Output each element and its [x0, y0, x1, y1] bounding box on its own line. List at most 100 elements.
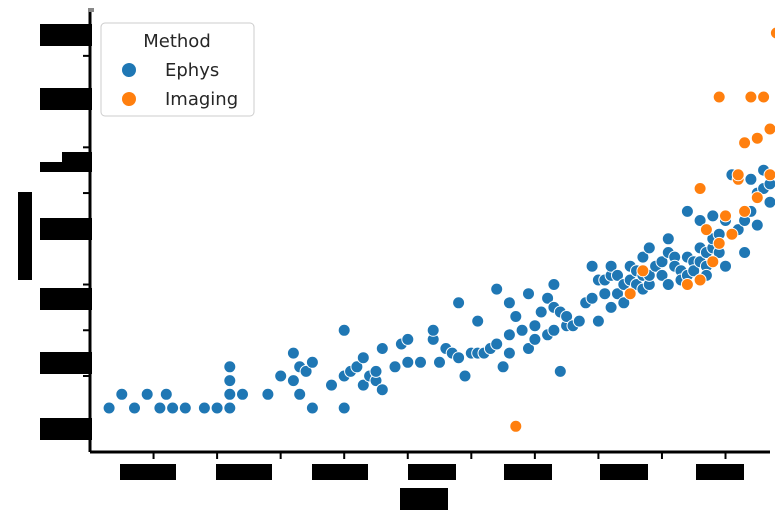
- point-ephys-49: [458, 369, 472, 383]
- point-ephys-24: [325, 378, 338, 392]
- point-ephys-6: [166, 401, 180, 415]
- point-ephys-130: [719, 259, 732, 273]
- point-ephys-135: [738, 246, 752, 259]
- legend-box: [100, 22, 255, 117]
- point-ephys-99: [636, 250, 650, 264]
- point-ephys-25: [337, 401, 351, 415]
- point-ephys-74: [553, 364, 567, 378]
- point-ephys-78: [572, 314, 586, 328]
- point-imaging-20: [763, 168, 775, 182]
- point-ephys-72: [547, 278, 561, 291]
- point-ephys-57: [496, 360, 510, 374]
- point-ephys-107: [661, 232, 675, 246]
- point-ephys-9: [210, 401, 224, 415]
- point-ephys-55: [490, 337, 504, 351]
- point-ephys-43: [426, 323, 440, 337]
- point-ephys-70: [547, 323, 561, 337]
- point-ephys-59: [502, 328, 516, 342]
- point-imaging-10: [719, 209, 732, 223]
- point-ephys-62: [515, 323, 529, 337]
- point-imaging-21: [763, 122, 775, 136]
- point-ephys-17: [286, 374, 300, 388]
- point-ephys-90: [611, 268, 624, 282]
- point-ephys-15: [261, 387, 275, 401]
- point-ephys-30: [356, 378, 370, 392]
- point-ephys-120: [693, 214, 707, 227]
- point-ephys-104: [655, 268, 669, 282]
- y-axis-label-redaction: [18, 192, 32, 280]
- legend-marker-ephys: [122, 63, 136, 77]
- point-ephys-67: [534, 305, 548, 319]
- point-ephys-89: [611, 287, 624, 301]
- y-ticks: [83, 54, 90, 423]
- point-ephys-7: [178, 401, 192, 415]
- point-imaging-16: [744, 90, 758, 104]
- point-ephys-100: [642, 241, 656, 255]
- point-ephys-76: [560, 310, 574, 323]
- point-imaging-6: [699, 223, 713, 237]
- point-ephys-63: [522, 287, 535, 301]
- point-imaging-4: [693, 273, 707, 287]
- point-ephys-19: [293, 387, 307, 401]
- point-ephys-14: [236, 387, 249, 401]
- point-ephys-64: [522, 342, 535, 355]
- point-imaging-8: [712, 236, 726, 250]
- point-ephys-48: [452, 296, 466, 310]
- point-ephys-34: [369, 364, 383, 378]
- point-ephys-0: [102, 401, 116, 415]
- point-ephys-18: [286, 346, 300, 360]
- point-ephys-31: [356, 351, 370, 365]
- point-imaging-1: [623, 287, 637, 301]
- point-ephys-58: [502, 346, 516, 360]
- point-imaging-9: [712, 90, 726, 104]
- point-ephys-115: [680, 204, 694, 218]
- point-imaging-13: [731, 168, 745, 182]
- point-ephys-2: [128, 401, 141, 415]
- point-ephys-47: [452, 351, 466, 365]
- point-ephys-4: [153, 401, 167, 415]
- legend-label-ephys: Ephys: [165, 60, 219, 81]
- point-ephys-39: [401, 355, 415, 369]
- point-ephys-136: [744, 172, 758, 186]
- point-ephys-35: [375, 383, 389, 397]
- legend-marker-imaging: [122, 92, 136, 106]
- point-ephys-27: [337, 323, 351, 337]
- point-ephys-12: [223, 374, 237, 388]
- data-points: [102, 26, 775, 433]
- point-imaging-18: [750, 131, 764, 145]
- point-ephys-117: [687, 264, 701, 278]
- point-ephys-105: [655, 255, 669, 269]
- point-imaging-3: [680, 278, 694, 291]
- point-imaging-0: [509, 419, 523, 433]
- legend-label-imaging: Imaging: [165, 89, 238, 110]
- point-ephys-1: [115, 387, 129, 401]
- legend: Method Ephys Imaging: [100, 22, 255, 117]
- point-ephys-23: [305, 355, 319, 369]
- x-ticks: [152, 452, 727, 459]
- point-ephys-126: [706, 209, 720, 223]
- point-ephys-66: [528, 332, 542, 346]
- point-ephys-52: [471, 314, 485, 328]
- point-ephys-106: [661, 278, 675, 291]
- point-imaging-15: [738, 136, 752, 150]
- point-ephys-69: [541, 291, 555, 305]
- point-ephys-16: [274, 369, 288, 383]
- point-ephys-3: [140, 387, 154, 401]
- point-ephys-40: [401, 332, 415, 346]
- point-ephys-82: [591, 314, 605, 328]
- y-axis-cap: [88, 8, 94, 12]
- point-ephys-65: [528, 319, 542, 333]
- point-ephys-138: [750, 218, 764, 232]
- point-ephys-80: [585, 291, 599, 305]
- point-ephys-21: [299, 364, 313, 378]
- point-ephys-86: [604, 300, 618, 314]
- x-axis-label-redaction: [400, 488, 448, 510]
- point-imaging-7: [706, 255, 720, 269]
- point-ephys-8: [197, 401, 211, 415]
- point-ephys-36: [375, 342, 389, 355]
- legend-title: Method: [143, 31, 211, 52]
- point-imaging-11: [725, 227, 739, 241]
- point-ephys-44: [433, 355, 446, 369]
- point-ephys-37: [388, 360, 402, 374]
